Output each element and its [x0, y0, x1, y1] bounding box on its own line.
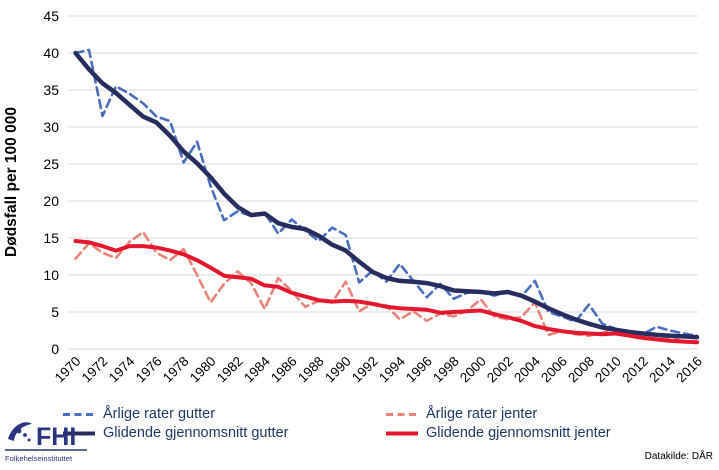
gridlines-layer [68, 15, 698, 350]
x-tick-label: 1972 [79, 354, 111, 386]
series-line-0 [74, 48, 699, 338]
x-tick-label: 2014 [646, 353, 678, 385]
data-source-note: Datakilde: DÅR [644, 451, 713, 462]
y-tick-label: 15 [43, 230, 59, 246]
x-tick-label: 2004 [511, 353, 543, 385]
x-tick-label: 2008 [565, 354, 597, 386]
y-tick-label: 25 [43, 156, 59, 172]
y-axis-title: Dødsfall per 100 000 [3, 107, 20, 257]
legend-item-arlige-rater-gutter: Årlige rater gutter [62, 406, 385, 422]
y-tick-label: 45 [43, 8, 59, 24]
x-tick-label: 2016 [673, 354, 705, 386]
y-tick-label: 35 [43, 82, 59, 98]
series-line-2 [73, 50, 700, 340]
x-tick-label: 2000 [457, 354, 489, 386]
x-tick-label: 1970 [52, 354, 84, 386]
fhi-bird-icon [8, 422, 32, 442]
dashed-salmon-line-icon [386, 412, 418, 416]
x-tick-label: 1986 [268, 354, 300, 386]
x-tick-label: 1978 [160, 354, 192, 386]
y-tick-label: 0 [51, 341, 59, 357]
legend-label: Årlige rater gutter [103, 406, 216, 422]
x-tick-label: 2010 [592, 354, 624, 386]
legend-item-glidende-gjennomsnitt-gutter: Glidende gjennomsnitt gutter [62, 425, 385, 441]
x-tick-label: 2002 [484, 354, 516, 386]
y-tick-label: 20 [43, 193, 59, 209]
x-tick-label: 1994 [376, 353, 408, 385]
x-tick-label: 1980 [187, 354, 219, 386]
legend-item-glidende-gjennomsnitt-jenter: Glidende gjennomsnitt jenter [385, 425, 611, 441]
fhi-logo: FHI Folkehelseinstituttet [5, 422, 87, 463]
x-tick-label: 1992 [349, 354, 381, 386]
x-tick-label: 2006 [538, 354, 570, 386]
chart-legend: Årlige rater gutter Årlige rater jenter … [62, 406, 611, 441]
line-chart: Dødsfall per 100 000 0 5 10 15 20 25 30 35 40 45 1… [3, 8, 705, 386]
x-tick-label: 1984 [241, 353, 273, 385]
fhi-logo-abbr: FHI [36, 423, 76, 451]
legend-item-arlige-rater-jenter: Årlige rater jenter [385, 406, 611, 422]
x-tick-label: 1988 [295, 354, 327, 386]
x-tick-label: 1976 [133, 354, 165, 386]
legend-label: Glidende gjennomsnitt jenter [426, 425, 611, 441]
x-tick-label: 1998 [430, 354, 462, 386]
x-tick-label: 1974 [106, 353, 138, 385]
series-layer [73, 48, 700, 345]
series-line-3 [73, 239, 699, 345]
y-tick-label: 5 [51, 304, 59, 320]
legend-label: Glidende gjennomsnitt gutter [103, 425, 289, 441]
y-tick-label: 40 [43, 45, 59, 61]
x-tick-label: 1996 [403, 354, 435, 386]
fhi-logo-full-name: Folkehelseinstituttet [5, 454, 73, 463]
dashed-blue-line-icon [63, 412, 95, 416]
y-tick-label: 30 [43, 119, 59, 135]
x-tick-label: 1990 [322, 354, 354, 386]
x-tick-label: 2012 [619, 354, 651, 386]
solid-navy-line-icon [63, 431, 95, 435]
x-tick-label: 1982 [214, 354, 246, 386]
y-tick-label: 10 [43, 267, 59, 283]
solid-red-line-icon [386, 431, 418, 435]
legend-label: Årlige rater jenter [426, 406, 538, 422]
